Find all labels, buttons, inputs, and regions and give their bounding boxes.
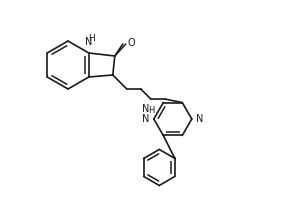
Text: O: O <box>128 38 135 48</box>
Text: N: N <box>196 114 203 124</box>
Text: N: N <box>142 104 149 114</box>
Text: N: N <box>85 37 92 47</box>
Text: H: H <box>148 106 155 115</box>
Text: H: H <box>88 34 95 43</box>
Text: N: N <box>142 114 150 124</box>
